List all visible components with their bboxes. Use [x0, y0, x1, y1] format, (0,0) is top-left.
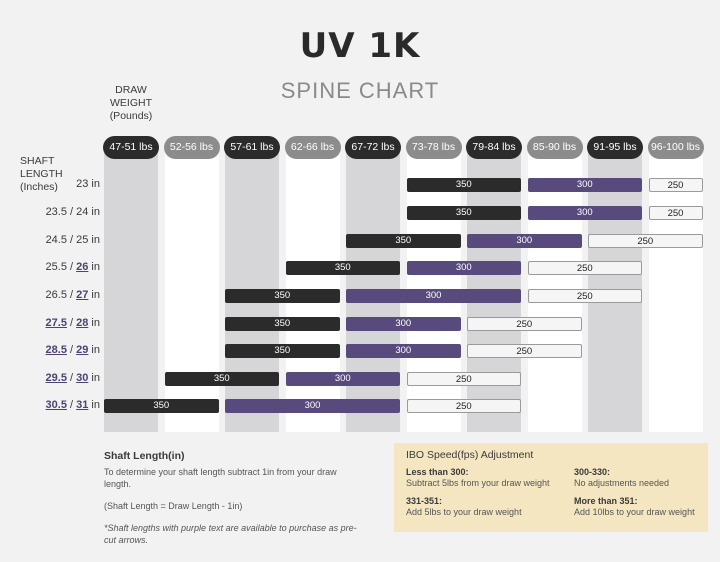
shaft-length-row-label: 29.5 / 30 in [45, 372, 100, 384]
purple-length: 28.5 [45, 344, 67, 356]
weight-header-pill: 62-66 lbs [284, 136, 341, 159]
spine-bar-300: 300 [406, 261, 521, 275]
spine-bar-350: 350 [164, 372, 279, 386]
purple-length: 29.5 [45, 372, 67, 384]
purple-length: 31 [76, 399, 89, 411]
spine-bar-250: 250 [648, 178, 703, 192]
spine-bar-350: 350 [225, 317, 340, 331]
shaft-length-row-label: 27.5 / 28 in [45, 317, 100, 329]
shaft-length-label-line: (Inches) [20, 181, 58, 193]
ibo-item-text: Add 10lbs to your draw weight [574, 507, 695, 517]
shaft-info-panel: Shaft Length(in) To determine your shaft… [104, 450, 364, 546]
spine-bar-250: 250 [467, 317, 582, 331]
spine-bar-300: 300 [346, 289, 521, 303]
ibo-item: More than 351: Add 10lbs to your draw we… [574, 496, 695, 518]
weight-header-pill: 67-72 lbs [345, 136, 401, 159]
spine-bar-250: 250 [527, 289, 642, 303]
shaft-length-row-label: 28.5 / 29 in [45, 344, 100, 356]
shaft-info-body: To determine your shaft length subtract … [104, 467, 337, 489]
ibo-adjustment-panel: IBO Speed(fps) Adjustment Less than 300:… [394, 443, 708, 532]
purple-length: 28 [76, 317, 89, 329]
shaft-info-formula: (Shaft Length = Draw Length - 1in) [104, 501, 243, 511]
spine-bar-300: 300 [527, 178, 642, 192]
spine-bar-250: 250 [588, 234, 703, 248]
spine-bar-300: 300 [467, 234, 582, 248]
spine-bar-300: 300 [346, 344, 461, 358]
spine-bar-250: 250 [467, 344, 582, 358]
spine-bar-350: 350 [346, 234, 461, 248]
spine-bar-250: 250 [648, 206, 703, 220]
purple-length: 27.5 [45, 317, 67, 329]
shaft-info-note: *Shaft lengths with purple text are avai… [104, 523, 357, 545]
ibo-item-text: Subtract 5lbs from your draw weight [406, 478, 550, 488]
draw-weight-label: DRAW WEIGHT (Pounds) [98, 84, 164, 123]
weight-column [164, 148, 219, 432]
shaft-length-label-line: LENGTH [20, 168, 63, 180]
draw-weight-label-line: (Pounds) [109, 110, 153, 122]
weight-column [104, 148, 158, 432]
purple-length: 29 [76, 344, 89, 356]
weight-header-pill: 91-95 lbs [587, 136, 643, 159]
purple-length: 27 [76, 289, 89, 301]
spine-bar-350: 350 [285, 261, 400, 275]
weight-header-pill: 52-56 lbs [163, 136, 220, 159]
spine-bar-350: 350 [406, 178, 521, 192]
ibo-item-label: More than 351: [574, 496, 638, 506]
ibo-heading: IBO Speed(fps) Adjustment [406, 449, 534, 461]
ibo-item: 331-351: Add 5lbs to your draw weight [406, 496, 522, 518]
shaft-length-label-line: SHAFT [20, 155, 55, 167]
weight-header-pill: 85-90 lbs [526, 136, 583, 159]
draw-weight-label-line: WEIGHT [110, 97, 152, 109]
weight-header-pill: 57-61 lbs [224, 136, 280, 159]
purple-length: 30 [76, 372, 89, 384]
ibo-item-text: No adjustments needed [574, 478, 670, 488]
weight-header-pill: 96-100 lbs [647, 136, 704, 159]
spine-bar-250: 250 [406, 372, 521, 386]
spine-bar-300: 300 [527, 206, 642, 220]
shaft-info-heading: Shaft Length(in) [104, 450, 185, 462]
shaft-length-row-label: 23.5 / 24 in [45, 206, 100, 218]
shaft-length-row-label: 25.5 / 26 in [45, 261, 100, 273]
shaft-length-row-label: 26.5 / 27 in [45, 289, 100, 301]
spine-bar-350: 350 [225, 344, 340, 358]
shaft-length-row-label: 23 in [76, 178, 100, 190]
ibo-item-label: Less than 300: [406, 467, 469, 477]
draw-weight-label-line: DRAW [115, 84, 147, 96]
weight-column [648, 148, 703, 432]
ibo-item-label: 300-330: [574, 467, 611, 477]
spine-bar-300: 300 [225, 399, 400, 413]
spine-bar-250: 250 [406, 399, 521, 413]
page-title: SPINE CHART [280, 78, 440, 103]
ibo-item: Less than 300: Subtract 5lbs from your d… [406, 467, 550, 489]
spine-bar-350: 350 [406, 206, 521, 220]
shaft-length-row-label: 24.5 / 25 in [45, 234, 100, 246]
ibo-item: 300-330: No adjustments needed [574, 467, 669, 489]
spine-bar-250: 250 [527, 261, 642, 275]
spine-bar-300: 300 [285, 372, 400, 386]
ibo-item-text: Add 5lbs to your draw weight [406, 507, 522, 517]
shaft-length-label: SHAFT LENGTH (Inches) [20, 155, 63, 194]
spine-bar-350: 350 [225, 289, 340, 303]
weight-header-pill: 79-84 lbs [466, 136, 522, 159]
logo: UV 1K [299, 26, 421, 66]
spine-bar-350: 350 [104, 399, 219, 413]
purple-length: 30.5 [45, 399, 67, 411]
ibo-item-label: 331-351: [406, 496, 443, 506]
spine-bar-300: 300 [346, 317, 461, 331]
weight-header-pill: 73-78 lbs [405, 136, 462, 159]
shaft-length-row-label: 30.5 / 31 in [45, 399, 100, 411]
weight-header-pill: 47-51 lbs [103, 136, 159, 159]
purple-length: 26 [76, 261, 89, 273]
